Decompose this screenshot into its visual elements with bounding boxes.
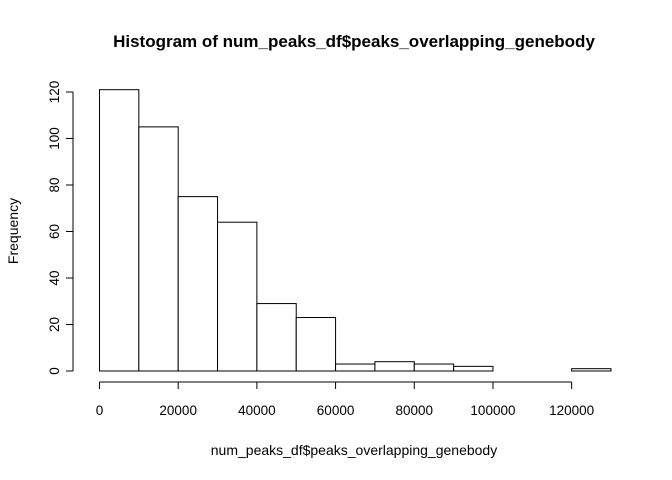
chart-title: Histogram of num_peaks_df$peaks_overlapp… — [113, 32, 595, 51]
x-axis-label: num_peaks_df$peaks_overlapping_genebody — [211, 442, 497, 458]
x-tick-label: 120000 — [549, 403, 594, 418]
x-tick-label: 40000 — [238, 403, 276, 418]
histogram-bar — [177, 196, 219, 372]
x-tick-label: 60000 — [317, 403, 355, 418]
bars-group — [99, 89, 612, 372]
y-tick-label: 60 — [47, 224, 62, 239]
histogram-bar — [453, 365, 494, 372]
y-tick-label: 0 — [47, 367, 62, 375]
histogram-bar — [256, 303, 297, 372]
y-tick-label: 20 — [47, 317, 62, 332]
x-tick-label: 80000 — [395, 403, 433, 418]
x-tick-label: 20000 — [159, 403, 197, 418]
y-axis: 0 20 40 60 80 100 120 — [47, 81, 74, 375]
y-tick-label: 100 — [47, 127, 62, 150]
histogram-bar — [217, 221, 258, 372]
histogram-bar — [99, 89, 140, 372]
y-tick-label: 120 — [47, 81, 62, 104]
x-tick-label: 0 — [96, 403, 104, 418]
x-axis: 0 20000 40000 60000 80000 100000 120000 — [96, 381, 594, 418]
histogram-bar — [295, 317, 337, 372]
histogram-bar — [138, 126, 179, 372]
y-tick-label: 80 — [47, 177, 62, 192]
histogram-bar — [374, 361, 415, 372]
histogram-bar — [335, 363, 376, 372]
y-tick-label: 40 — [47, 270, 62, 285]
x-tick-label: 100000 — [470, 403, 515, 418]
histogram-bar — [413, 363, 455, 372]
histogram-bar — [571, 368, 612, 372]
y-axis-label: Frequency — [5, 198, 21, 264]
